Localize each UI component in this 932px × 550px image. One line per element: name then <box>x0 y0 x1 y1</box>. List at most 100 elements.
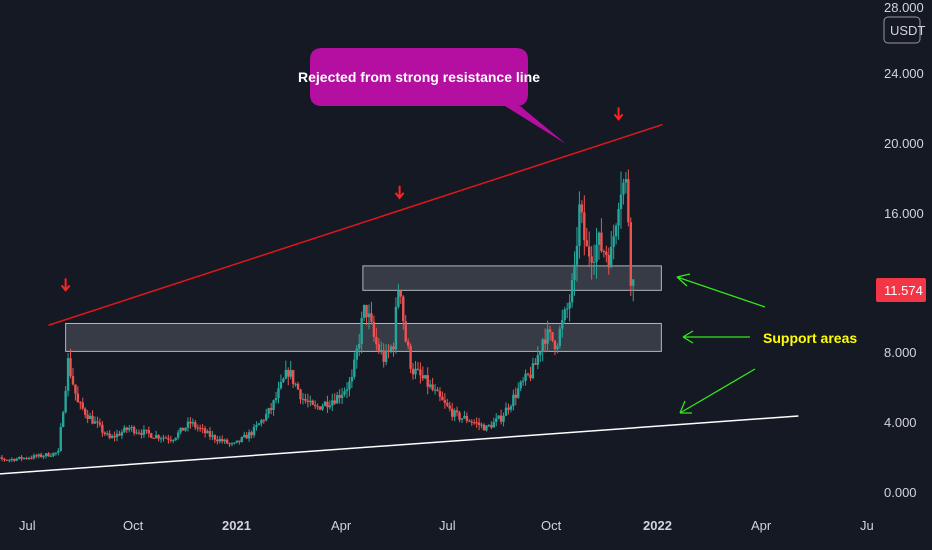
candle-body <box>414 368 417 375</box>
candle-body <box>289 370 292 377</box>
candle-body <box>301 398 305 400</box>
candle-body <box>548 329 552 333</box>
candle-body <box>365 305 368 318</box>
candle-body <box>517 388 520 398</box>
candle-body <box>468 420 471 422</box>
candle-body <box>108 433 111 438</box>
candle-body <box>152 437 155 439</box>
candle-body <box>194 422 197 428</box>
candle-body <box>13 459 16 461</box>
support-zone <box>362 265 662 291</box>
x-tick-label: 2021 <box>222 518 251 533</box>
candle-body <box>436 389 439 392</box>
candle-body <box>502 415 505 422</box>
candle-body <box>428 384 432 387</box>
candle-body <box>167 438 170 440</box>
candle-body <box>30 458 33 460</box>
candle-body <box>587 246 591 257</box>
candle-body <box>228 443 231 445</box>
trend-lines-layer <box>0 123 799 475</box>
candle-body <box>490 425 493 428</box>
candle-body <box>470 421 473 423</box>
candle-body <box>443 400 447 403</box>
candle-body <box>372 321 376 337</box>
candle-body <box>585 240 588 247</box>
candle-body <box>164 437 168 439</box>
candle-body <box>622 182 625 195</box>
candle-body <box>539 352 542 356</box>
candle-body <box>64 390 67 413</box>
candle-body <box>74 384 77 394</box>
candle-body <box>629 222 632 286</box>
candle-body <box>260 420 263 424</box>
candle-body <box>333 400 336 404</box>
candle-body <box>492 421 495 428</box>
candle-body <box>255 425 258 427</box>
candle-body <box>343 391 346 395</box>
candle-body <box>504 407 508 416</box>
candle-body <box>463 415 466 419</box>
candle-body <box>507 407 510 410</box>
candle-body <box>223 439 226 442</box>
candle-body <box>235 440 239 443</box>
candle-body <box>546 329 549 344</box>
rejection-arrow-icon <box>60 278 71 292</box>
candle-body <box>201 428 204 430</box>
candle-body <box>42 456 45 458</box>
candle-body <box>225 439 229 444</box>
candle-body <box>323 401 327 406</box>
candle-body <box>172 440 175 442</box>
currency-badge[interactable] <box>883 16 921 44</box>
x-tick-label: Ju <box>860 518 874 533</box>
candle-body <box>186 421 190 428</box>
candle-body <box>431 384 434 390</box>
candle-body <box>245 434 248 439</box>
candle-body <box>247 432 251 439</box>
candle-body <box>541 339 544 353</box>
candle-body <box>37 454 40 457</box>
candle-body <box>306 400 310 402</box>
time-axis[interactable]: Jul Oct 2021 Apr Jul Oct 2022 Apr Ju <box>19 518 874 533</box>
candle-body <box>10 459 14 461</box>
candle-body <box>32 455 36 459</box>
candle-body <box>345 389 349 392</box>
candle-body <box>191 422 195 424</box>
candle-body <box>602 251 606 253</box>
x-tick-label: Oct <box>123 518 144 533</box>
candle-body <box>313 404 317 407</box>
candle-body <box>265 413 268 421</box>
candles-layer <box>0 169 635 463</box>
x-tick-label: Apr <box>751 518 772 533</box>
candle-body <box>169 439 173 441</box>
price-axis[interactable]: 28.000 24.000 20.000 16.000 8.000 4.000 … <box>876 0 926 500</box>
candle-body <box>93 421 97 424</box>
candle-body <box>135 432 138 434</box>
candle-body <box>355 348 358 360</box>
candle-body <box>392 346 395 350</box>
candle-body <box>238 440 241 442</box>
candle-body <box>257 423 261 426</box>
candle-body <box>142 429 146 435</box>
candle-body <box>311 400 314 405</box>
candle-body <box>162 437 165 439</box>
callout-bubble: Rejected from strong resistance line <box>298 48 566 144</box>
candle-body <box>216 439 219 442</box>
candle-body <box>118 433 121 436</box>
candle-body <box>480 424 483 426</box>
candle-body <box>402 296 405 322</box>
candle-body <box>497 415 500 419</box>
candle-body <box>203 428 207 434</box>
candle-body <box>113 435 116 438</box>
candle-body <box>519 381 522 389</box>
candle-body <box>531 363 535 379</box>
candle-body <box>473 422 476 424</box>
candle-body <box>284 369 288 379</box>
candle-body <box>509 406 513 410</box>
candle-body <box>252 426 256 436</box>
candle-body <box>458 412 461 420</box>
candle-body <box>240 437 243 442</box>
candle-body <box>174 437 177 441</box>
candle-body <box>22 457 26 459</box>
candle-body <box>57 450 60 453</box>
